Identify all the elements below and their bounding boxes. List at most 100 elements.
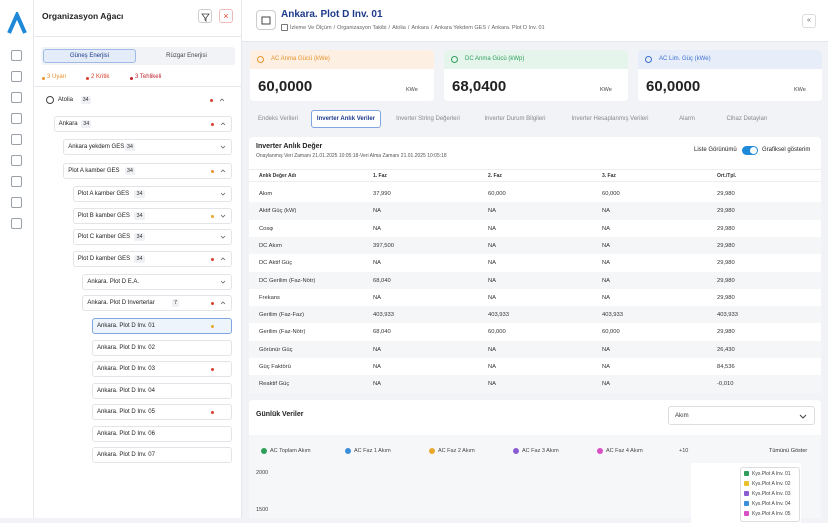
chevron[interactable]	[220, 234, 226, 240]
legend-item[interactable]: Kys.Plot A Inv. 05	[752, 511, 791, 517]
tab[interactable]: Inverter Hesaplanmış Verileri	[571, 116, 649, 122]
card-head	[444, 50, 628, 69]
tab[interactable]: Cihaz Detayları	[726, 116, 768, 122]
tree-node[interactable]: Ankara. Plot D Inv. 07	[92, 447, 232, 463]
nav-icon[interactable]	[11, 50, 22, 61]
crumb[interactable]: Ankara. Plot D Inv. 01	[491, 24, 545, 31]
chevron[interactable]	[220, 213, 226, 219]
nav-icon[interactable]	[11, 155, 22, 166]
table-cell: NA	[373, 364, 382, 370]
chevron[interactable]	[220, 191, 226, 197]
crumb[interactable]: Organizasyon Takibi	[337, 24, 387, 31]
tab[interactable]: Alarm	[679, 116, 695, 122]
chevron[interactable]	[220, 168, 226, 174]
chevron[interactable]	[220, 121, 226, 127]
toggle[interactable]	[742, 146, 758, 155]
legend-item[interactable]: Kys.Plot A Inv. 03	[752, 491, 791, 497]
close-button[interactable]: ×	[219, 9, 233, 23]
table-cell: DC Aktif Güç	[259, 260, 293, 267]
chip-dot	[513, 448, 519, 454]
table-head	[249, 169, 821, 182]
chart-area: AC Toplam Akım AC Faz 1 Akım AC Faz 2 Akım…	[249, 435, 821, 523]
tree-node[interactable]: Ankara. Plot D Inverterlar 7	[82, 295, 232, 311]
tab[interactable]: Güneş Enerjisi	[43, 49, 136, 63]
alert: 3 Uyarı	[47, 74, 67, 80]
tree-node[interactable]: Ankara yekdem GES 34	[63, 139, 232, 155]
node-label: Ankara. Plot D E.A.	[87, 279, 140, 285]
legend-item[interactable]: Kys.Plot A Inv. 02	[752, 481, 791, 487]
show-all[interactable]: Tümünü Göster	[769, 448, 808, 454]
tree-node[interactable]: Ankara. Plot D Inv. 02	[92, 339, 232, 356]
tab[interactable]: Inverter String Değerleri	[396, 116, 460, 122]
table-row	[249, 254, 821, 272]
column-header: 1. Faz	[373, 173, 387, 179]
select[interactable]: Akım	[668, 406, 815, 425]
chevron[interactable]	[220, 279, 226, 285]
tree-node[interactable]: Atolia 34	[44, 93, 232, 109]
tree-node[interactable]: Ankara. Plot D Inv. 06	[92, 425, 232, 442]
tree-node[interactable]: Ankara. Plot D Inv. 04	[92, 382, 232, 399]
card-label: AC Anma Gücü (kWe)	[271, 56, 330, 62]
tab[interactable]: Endeks Verileri	[257, 116, 299, 122]
nav-icon[interactable]	[11, 197, 22, 208]
nav-icon[interactable]	[11, 92, 22, 103]
tree-node[interactable]: Plot A kamber GES 34	[72, 186, 232, 202]
select-value: Akım	[675, 413, 689, 419]
card-unit: KWe	[794, 87, 806, 93]
chevron[interactable]	[220, 300, 226, 306]
node-label: Ankara. Plot D Inv. 07	[97, 452, 155, 458]
node-label: Ankara. Plot D Inverterlar	[87, 300, 155, 306]
chip[interactable]: AC Faz 4 Akım	[606, 448, 643, 454]
tab[interactable]: Inverter Anlık Veriler	[311, 110, 381, 128]
legend-item[interactable]: Kys.Plot A Inv. 01	[752, 471, 791, 477]
nav-icon[interactable]	[11, 134, 22, 145]
tree-node[interactable]: Plot C kamber GES 34	[72, 229, 232, 245]
filter-button[interactable]	[198, 9, 212, 23]
nav-icon[interactable]	[11, 218, 22, 229]
chip[interactable]: AC Faz 1 Akım	[354, 448, 391, 454]
chevron[interactable]	[219, 97, 225, 103]
nav-icon[interactable]	[11, 71, 22, 82]
tree-node[interactable]: Plot B kamber GES 34	[72, 208, 232, 224]
node-label: Plot D kamber GES	[77, 256, 131, 262]
crumb[interactable]: Atolia	[392, 24, 406, 31]
tree-title: Organizasyon Ağacı	[42, 11, 124, 21]
tab[interactable]: Inverter Durum Bilgileri	[484, 116, 546, 122]
tree-node[interactable]: Ankara. Plot D Inv. 05	[92, 404, 232, 420]
chip[interactable]: AC Toplam Akım	[270, 448, 311, 454]
table-cell: Aktif Güç (kW)	[259, 208, 297, 215]
tree-node[interactable]: Plot D kamber GES 34	[72, 251, 232, 267]
table-cell: NA	[602, 364, 611, 370]
chevron[interactable]	[220, 256, 226, 262]
chip[interactable]: AC Faz 2 Akım	[438, 448, 475, 454]
tree-node[interactable]: Ankara 34	[53, 116, 232, 132]
tree-node[interactable]: Plot A kamber GES 34	[63, 163, 232, 179]
card-value: 68,0400	[452, 78, 507, 95]
tree-node[interactable]: Ankara. Plot D E.A.	[82, 274, 232, 290]
crumb[interactable]: İzleme Ve Ölçüm	[290, 24, 332, 31]
tree-node[interactable]: Ankara. Plot D Inv. 03	[92, 361, 232, 377]
table-cell: NA	[602, 208, 611, 215]
y-tick-label: 1500	[256, 507, 269, 513]
node-icon	[46, 96, 54, 104]
more[interactable]: +10	[679, 448, 689, 454]
chip[interactable]: AC Faz 3 Akım	[522, 448, 559, 454]
separator: /	[388, 24, 391, 31]
card-label: DC Anma Gücü (kWp)	[465, 56, 525, 62]
table-cell: Akım	[259, 191, 273, 197]
tree-node[interactable]: Ankara. Plot D Inv. 01	[92, 318, 232, 334]
nav-icon[interactable]	[11, 113, 22, 124]
crumb[interactable]: Ankara Yekdem GES	[434, 24, 487, 31]
legend-item[interactable]: Kys.Plot A Inv. 04	[752, 501, 791, 507]
separator: /	[407, 24, 410, 31]
chevron[interactable]	[220, 144, 226, 150]
table-cell: Gerilim (Faz-Nötr)	[259, 329, 306, 336]
node-label: Plot C kamber GES	[77, 234, 131, 240]
card-icon	[257, 56, 264, 63]
table-cell: 403,933	[602, 312, 623, 319]
crumb[interactable]: Ankara	[411, 24, 429, 31]
nav-icon[interactable]	[11, 176, 22, 187]
table-cell: NA	[602, 381, 611, 388]
collapse-button[interactable]: «	[802, 14, 816, 28]
tab[interactable]: Rüzgar Enerjisi	[166, 53, 207, 59]
